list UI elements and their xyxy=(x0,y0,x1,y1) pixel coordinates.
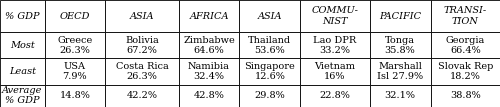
Bar xyxy=(370,85,430,107)
Bar xyxy=(300,58,370,85)
Bar xyxy=(106,58,178,85)
Text: Vietnam
16%: Vietnam 16% xyxy=(314,62,356,81)
Text: Slovak Rep
18.2%: Slovak Rep 18.2% xyxy=(438,62,493,81)
Text: 42.2%: 42.2% xyxy=(126,91,158,100)
Bar xyxy=(240,58,300,85)
Text: Tonga
35.8%: Tonga 35.8% xyxy=(384,36,416,55)
Bar xyxy=(370,32,430,58)
Text: Marshall
Isl 27.9%: Marshall Isl 27.9% xyxy=(377,62,423,81)
Bar xyxy=(0,58,44,85)
Text: ASIA: ASIA xyxy=(130,12,154,21)
Bar xyxy=(370,58,430,85)
Text: Singapore
12.6%: Singapore 12.6% xyxy=(244,62,295,81)
Text: OECD: OECD xyxy=(60,12,90,21)
Bar xyxy=(240,0,300,32)
Bar xyxy=(106,32,178,58)
Text: USA
7.9%: USA 7.9% xyxy=(62,62,87,81)
Text: Costa Rica
26.3%: Costa Rica 26.3% xyxy=(116,62,168,81)
Text: Namibia
32.4%: Namibia 32.4% xyxy=(188,62,230,81)
Text: Average
% GDP: Average % GDP xyxy=(2,86,42,106)
Bar xyxy=(0,85,44,107)
Bar xyxy=(430,85,500,107)
Text: Greece
26.3%: Greece 26.3% xyxy=(58,36,92,55)
Bar xyxy=(0,32,44,58)
Text: Lao DPR
33.2%: Lao DPR 33.2% xyxy=(314,36,356,55)
Text: ASIA: ASIA xyxy=(258,12,282,21)
Text: 14.8%: 14.8% xyxy=(60,91,90,100)
Bar xyxy=(178,32,240,58)
Bar xyxy=(300,85,370,107)
Bar xyxy=(44,32,106,58)
Text: Most: Most xyxy=(10,41,34,50)
Bar xyxy=(430,58,500,85)
Text: PACIFIC: PACIFIC xyxy=(379,12,421,21)
Bar xyxy=(300,0,370,32)
Bar xyxy=(370,0,430,32)
Bar xyxy=(430,0,500,32)
Bar xyxy=(178,58,240,85)
Text: TRANSI-
TION: TRANSI- TION xyxy=(444,6,487,26)
Text: % GDP: % GDP xyxy=(5,12,40,21)
Bar xyxy=(106,85,178,107)
Bar xyxy=(0,0,44,32)
Bar xyxy=(178,85,240,107)
Bar xyxy=(106,0,178,32)
Bar xyxy=(44,58,106,85)
Text: 38.8%: 38.8% xyxy=(450,91,480,100)
Text: Bolivia
67.2%: Bolivia 67.2% xyxy=(125,36,159,55)
Text: Least: Least xyxy=(9,67,36,76)
Text: 22.8%: 22.8% xyxy=(320,91,350,100)
Text: Georgia
66.4%: Georgia 66.4% xyxy=(446,36,485,55)
Bar xyxy=(240,32,300,58)
Bar xyxy=(178,0,240,32)
Bar xyxy=(240,85,300,107)
Text: Thailand
53.6%: Thailand 53.6% xyxy=(248,36,292,55)
Text: AFRICA: AFRICA xyxy=(190,12,229,21)
Text: COMMU-
NIST: COMMU- NIST xyxy=(312,6,358,26)
Text: 29.8%: 29.8% xyxy=(254,91,285,100)
Text: 42.8%: 42.8% xyxy=(194,91,224,100)
Bar xyxy=(44,85,106,107)
Text: Zimbabwe
64.6%: Zimbabwe 64.6% xyxy=(183,36,235,55)
Bar xyxy=(44,0,106,32)
Text: 32.1%: 32.1% xyxy=(384,91,416,100)
Bar xyxy=(430,32,500,58)
Bar xyxy=(300,32,370,58)
